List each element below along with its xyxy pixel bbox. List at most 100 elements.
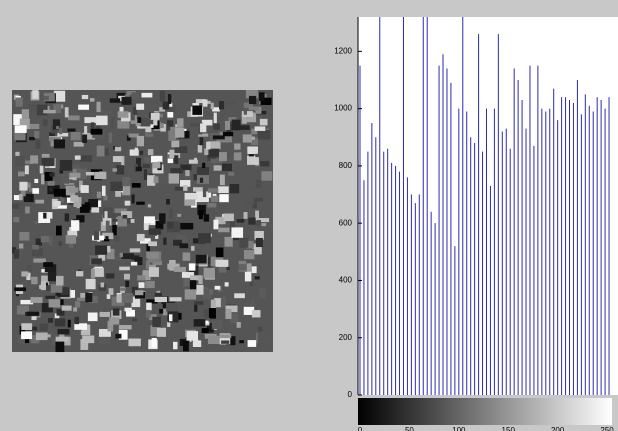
image-patch [260, 119, 268, 126]
image-patch [255, 154, 259, 157]
image-patch [144, 216, 155, 223]
image-patch [136, 104, 144, 110]
image-patch [256, 238, 263, 247]
image-patch [193, 174, 196, 180]
image-patch [234, 293, 245, 298]
image-patch [106, 273, 115, 278]
image-patch [19, 243, 23, 248]
image-patch [33, 258, 45, 262]
image-patch [59, 128, 62, 135]
image-patch [148, 149, 153, 155]
figure: 020040060080010001200050100150200250 [0, 0, 618, 431]
image-patch [21, 331, 32, 339]
image-patch [149, 228, 161, 234]
y-tick-label: 800 [339, 161, 353, 170]
image-patch [32, 90, 38, 99]
image-patch [91, 129, 103, 135]
image-patch [118, 111, 129, 117]
image-patch [215, 286, 221, 290]
image-patch [82, 336, 94, 344]
x-tick-label: 150 [502, 426, 516, 431]
image-patch [191, 246, 194, 251]
image-patch [198, 145, 202, 153]
image-patch [208, 336, 220, 344]
image-patch [19, 194, 23, 200]
image-patch [14, 287, 26, 291]
image-patch [207, 101, 210, 104]
image-patch [121, 97, 131, 105]
image-patch [119, 325, 132, 329]
image-patch [14, 133, 25, 141]
image-patch [174, 267, 186, 272]
image-patch [196, 255, 207, 264]
image-patch [167, 120, 173, 126]
image-patch [113, 168, 118, 171]
x-tick-label: 250 [600, 426, 614, 431]
image-patch [199, 210, 203, 219]
image-patch [124, 308, 131, 312]
image-patch [132, 318, 137, 321]
image-patch [219, 194, 228, 202]
image-patch [35, 200, 44, 204]
image-patch [120, 253, 123, 257]
image-patch [60, 299, 63, 305]
image-patch [252, 266, 257, 273]
image-patch [212, 320, 222, 329]
image-patch [49, 187, 53, 191]
image-patch [82, 198, 85, 204]
image-patch [186, 95, 198, 98]
image-patch [96, 102, 100, 112]
image-patch [261, 223, 266, 226]
image-patch [41, 174, 44, 184]
image-patch [194, 319, 206, 326]
image-patch [151, 156, 162, 163]
image-patch [213, 123, 220, 130]
image-patch [234, 143, 240, 149]
image-patch [198, 275, 202, 284]
image-patch [15, 125, 27, 133]
image-patch [261, 171, 272, 180]
image-patch [84, 117, 96, 123]
image-patch [223, 132, 233, 136]
image-patch [28, 183, 31, 188]
image-patch [255, 276, 260, 279]
image-patch [86, 279, 96, 289]
image-patch [102, 186, 106, 196]
image-patch [185, 289, 196, 299]
image-patch [167, 126, 170, 131]
image-patch [111, 118, 114, 128]
image-patch [256, 220, 260, 225]
image-patch [214, 113, 217, 124]
image-patch [142, 164, 150, 168]
image-patch [148, 241, 157, 246]
image-patch [122, 293, 133, 303]
image-patch [32, 188, 39, 194]
image-patch [73, 307, 77, 311]
image-patch [136, 202, 144, 205]
image-patch [70, 195, 78, 201]
image-patch [150, 124, 153, 128]
image-patch [254, 198, 263, 202]
image-patch [224, 102, 236, 105]
image-patch [252, 310, 261, 317]
image-patch [60, 160, 72, 171]
image-patch [139, 282, 145, 288]
y-tick-label: 1200 [334, 46, 352, 55]
image-patch [160, 91, 165, 102]
y-tick-label: 200 [339, 333, 353, 342]
image-patch [56, 126, 59, 129]
image-patch [132, 183, 141, 188]
image-patch [230, 184, 240, 193]
image-patch [146, 252, 159, 259]
image-patch [220, 334, 232, 338]
image-patch [132, 194, 135, 203]
image-patch [244, 187, 256, 190]
gray-colorbar [358, 398, 612, 425]
image-patch [125, 201, 131, 206]
image-patch [155, 297, 167, 302]
image-patch [248, 340, 257, 347]
image-patch [243, 134, 252, 142]
image-patch [210, 289, 214, 294]
image-patch [43, 120, 48, 126]
image-patch [61, 174, 69, 184]
